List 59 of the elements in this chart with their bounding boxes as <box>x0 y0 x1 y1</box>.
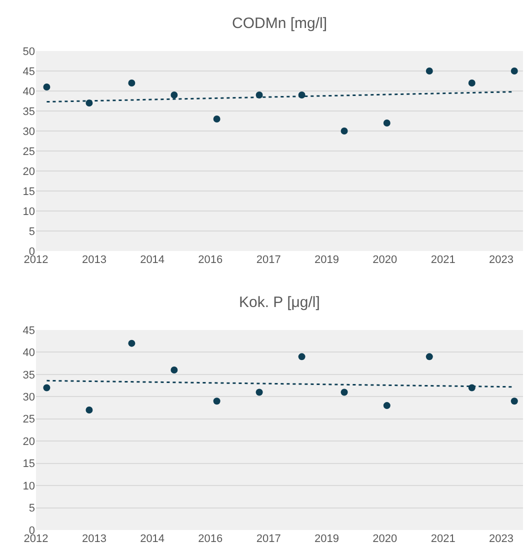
point <box>383 402 390 410</box>
point <box>43 384 50 392</box>
y-tick-label: 20 <box>22 436 35 448</box>
y-tick-label: 45 <box>22 324 35 337</box>
x-tick-label: 2016 <box>198 254 223 266</box>
point <box>128 80 136 86</box>
x-tick-label: 2019 <box>314 533 339 545</box>
y-tick-label: 35 <box>22 369 35 382</box>
y-tick-label: 25 <box>22 414 35 426</box>
y-tick-label: 30 <box>22 126 35 138</box>
x-tick-label: 2017 <box>256 254 281 266</box>
x-tick-label: 2020 <box>372 254 398 266</box>
x-tick-label: 2023 <box>488 254 514 266</box>
y-tick-label: 5 <box>28 226 35 238</box>
x-tick-label: 2021 <box>430 533 456 545</box>
y-tick-label: 10 <box>22 480 35 492</box>
point <box>340 128 348 134</box>
point <box>468 80 476 86</box>
point <box>298 353 306 360</box>
point <box>170 366 178 374</box>
x-tick-label: 2012 <box>24 533 48 545</box>
point <box>510 398 518 405</box>
y-tick-label: 25 <box>22 146 35 158</box>
x-tick-label: 2013 <box>82 533 106 545</box>
x-tick-label: 2021 <box>430 254 456 266</box>
point <box>213 398 220 405</box>
point <box>426 68 433 74</box>
y-tick-label: 40 <box>22 347 35 360</box>
y-tick-label: 50 <box>22 46 35 58</box>
x-tick-label: 2013 <box>82 254 106 266</box>
y-tick-label: 30 <box>22 392 35 404</box>
point <box>340 388 348 396</box>
y-tick-label: 35 <box>22 106 35 118</box>
point <box>213 116 220 122</box>
y-tick-label: 40 <box>22 86 35 98</box>
y-tick-label: 15 <box>22 458 35 470</box>
x-tick-label: 2023 <box>488 533 514 545</box>
point <box>426 353 433 360</box>
y-tick-label: 15 <box>22 186 35 198</box>
point <box>43 84 50 90</box>
y-tick-label: 45 <box>22 66 35 78</box>
point <box>383 120 390 126</box>
y-tick-label: 10 <box>22 206 35 218</box>
y-tick-label: 5 <box>28 502 35 515</box>
x-tick-label: 2016 <box>198 533 223 545</box>
x-tick-label: 2017 <box>256 533 281 545</box>
point <box>510 68 518 74</box>
x-tick-label: 2014 <box>140 254 165 266</box>
point <box>128 340 136 347</box>
y-tick-label: 20 <box>22 166 35 178</box>
chart-title: CODMn [mg/l] <box>232 15 328 32</box>
point <box>256 388 263 396</box>
chart-title: Kok. P [μg/l] <box>239 294 320 311</box>
point <box>86 406 93 414</box>
x-tick-label: 2014 <box>140 533 165 545</box>
point <box>170 92 178 98</box>
x-tick-label: 2019 <box>314 254 339 266</box>
x-tick-label: 2012 <box>24 254 48 266</box>
x-tick-label: 2020 <box>372 533 398 545</box>
